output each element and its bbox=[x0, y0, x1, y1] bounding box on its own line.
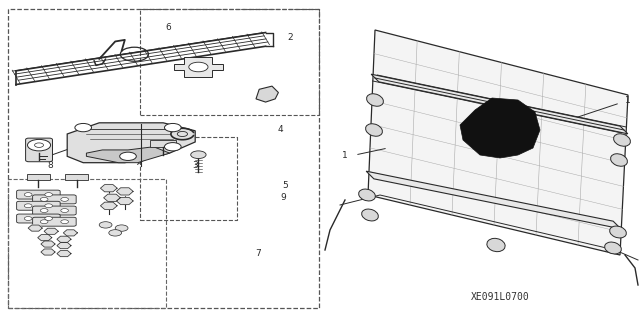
Bar bbox=[150, 140, 176, 147]
Bar bbox=[27, 174, 50, 180]
Ellipse shape bbox=[605, 242, 621, 254]
Polygon shape bbox=[174, 57, 223, 77]
Circle shape bbox=[191, 151, 206, 159]
Ellipse shape bbox=[610, 226, 627, 238]
FancyBboxPatch shape bbox=[33, 195, 76, 204]
Polygon shape bbox=[57, 242, 71, 249]
Text: XE091L0700: XE091L0700 bbox=[470, 292, 529, 302]
Text: 4: 4 bbox=[277, 125, 283, 135]
Ellipse shape bbox=[358, 189, 375, 201]
Polygon shape bbox=[366, 171, 621, 229]
FancyBboxPatch shape bbox=[17, 201, 60, 210]
Polygon shape bbox=[460, 98, 540, 158]
Ellipse shape bbox=[365, 124, 383, 136]
Polygon shape bbox=[38, 234, 52, 241]
FancyBboxPatch shape bbox=[33, 217, 76, 226]
Ellipse shape bbox=[362, 209, 378, 221]
Circle shape bbox=[45, 204, 52, 208]
Circle shape bbox=[40, 197, 48, 201]
Polygon shape bbox=[371, 74, 628, 134]
Polygon shape bbox=[104, 194, 120, 201]
Circle shape bbox=[109, 230, 122, 236]
Text: 1: 1 bbox=[625, 95, 631, 105]
Circle shape bbox=[75, 123, 92, 132]
FancyBboxPatch shape bbox=[26, 138, 52, 162]
Polygon shape bbox=[100, 202, 117, 209]
Circle shape bbox=[28, 139, 51, 151]
Text: 5: 5 bbox=[282, 181, 288, 189]
Circle shape bbox=[164, 123, 181, 132]
Ellipse shape bbox=[367, 94, 383, 106]
Text: 8: 8 bbox=[47, 160, 53, 169]
Circle shape bbox=[24, 193, 32, 197]
Circle shape bbox=[189, 62, 208, 72]
Polygon shape bbox=[116, 188, 133, 195]
Text: 6: 6 bbox=[165, 24, 171, 33]
Circle shape bbox=[120, 152, 136, 160]
Ellipse shape bbox=[611, 154, 627, 166]
Ellipse shape bbox=[487, 238, 505, 252]
Text: 2: 2 bbox=[287, 33, 293, 42]
Circle shape bbox=[99, 222, 112, 228]
Circle shape bbox=[40, 209, 48, 212]
FancyBboxPatch shape bbox=[33, 206, 76, 215]
Circle shape bbox=[24, 204, 32, 208]
FancyBboxPatch shape bbox=[17, 190, 60, 199]
Polygon shape bbox=[41, 241, 55, 247]
Circle shape bbox=[164, 143, 181, 151]
Circle shape bbox=[61, 197, 68, 201]
Polygon shape bbox=[41, 249, 55, 255]
Polygon shape bbox=[116, 197, 133, 204]
Text: 9: 9 bbox=[280, 194, 286, 203]
Bar bbox=[65, 174, 88, 180]
Circle shape bbox=[45, 217, 52, 220]
Polygon shape bbox=[57, 250, 71, 257]
Polygon shape bbox=[63, 230, 77, 236]
Polygon shape bbox=[67, 123, 195, 163]
Circle shape bbox=[61, 209, 68, 212]
Polygon shape bbox=[57, 236, 71, 242]
Polygon shape bbox=[256, 86, 278, 102]
Polygon shape bbox=[368, 30, 628, 255]
Circle shape bbox=[61, 220, 68, 224]
Text: 3: 3 bbox=[192, 160, 198, 169]
Circle shape bbox=[45, 193, 52, 197]
Polygon shape bbox=[28, 225, 42, 231]
Polygon shape bbox=[44, 228, 58, 234]
Ellipse shape bbox=[614, 134, 630, 146]
Polygon shape bbox=[86, 147, 170, 163]
FancyBboxPatch shape bbox=[17, 214, 60, 223]
Polygon shape bbox=[100, 185, 117, 192]
Text: 7: 7 bbox=[255, 249, 261, 257]
Circle shape bbox=[115, 225, 128, 231]
Circle shape bbox=[40, 220, 48, 224]
Circle shape bbox=[24, 217, 32, 220]
Text: 1: 1 bbox=[342, 151, 348, 160]
